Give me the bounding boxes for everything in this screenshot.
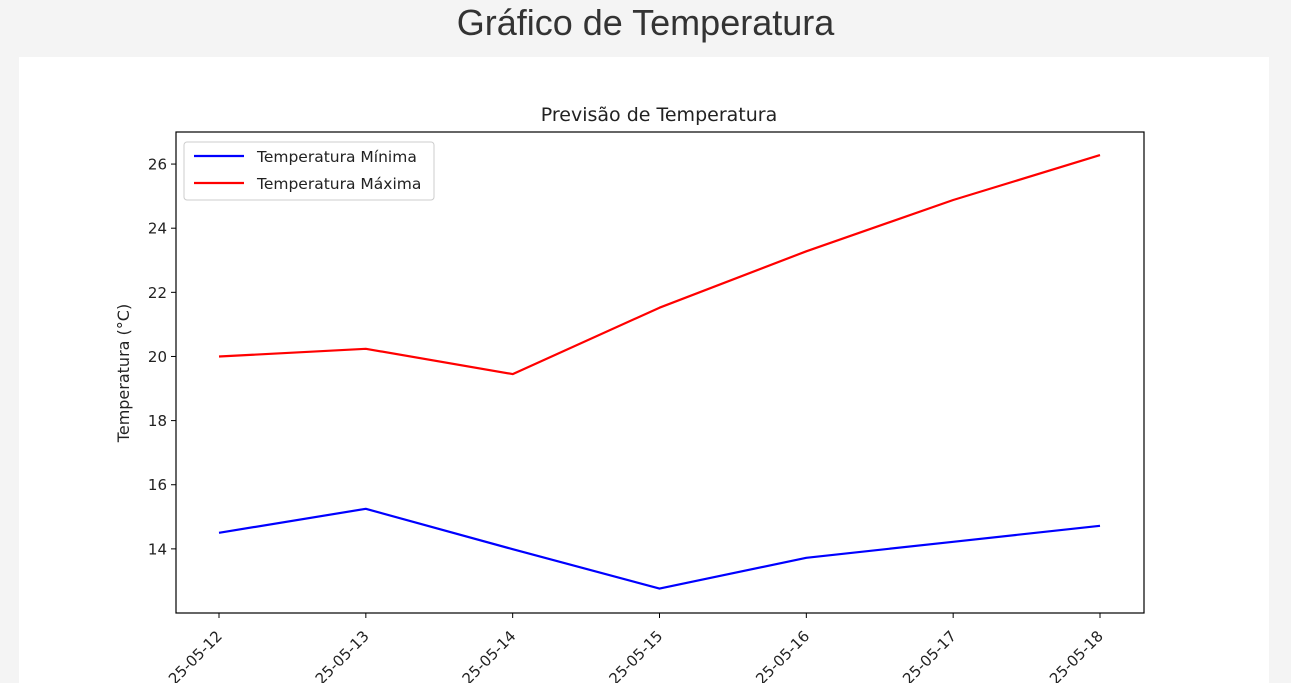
y-tick-label: 26 (148, 156, 167, 174)
x-tick-label: 25-05-13 (312, 627, 373, 683)
y-tick-label: 24 (148, 220, 167, 238)
y-tick-label: 14 (148, 540, 167, 558)
legend-label: Temperatura Máxima (256, 175, 421, 193)
x-tick-label: 25-05-14 (459, 627, 520, 683)
y-tick-label: 16 (148, 476, 167, 494)
page-title: Gráfico de Temperatura (456, 2, 835, 43)
plot-area: 14 16 18 20 22 24 26 25-05-12 25-05-13 25-05-14 25… (148, 131, 1145, 683)
y-tick-label: 22 (148, 284, 167, 302)
series-line-0 (218, 507, 1101, 590)
x-tick-label: 25-05-17 (899, 627, 960, 683)
chart-title: Previsão de Temperatura (541, 104, 777, 126)
x-tick-label: 25-05-15 (605, 627, 666, 683)
y-axis-label: Temperatura (°C) (114, 304, 133, 443)
legend-box (183, 141, 435, 201)
chart-card: Previsão de Temperatura Temperatura (°C)… (19, 57, 1269, 683)
x-tick-label: 25-05-18 (1046, 627, 1107, 683)
x-tick-label: 25-05-12 (165, 627, 226, 683)
y-tick-label: 18 (148, 412, 167, 430)
x-tick-label: 25-05-16 (752, 627, 813, 683)
temperature-chart: Previsão de Temperatura Temperatura (°C)… (114, 104, 1145, 683)
y-tick-label: 20 (148, 348, 167, 366)
series-line-1 (218, 154, 1101, 376)
legend-label: Temperatura Mínima (256, 148, 417, 166)
plot-frame (175, 131, 1145, 614)
